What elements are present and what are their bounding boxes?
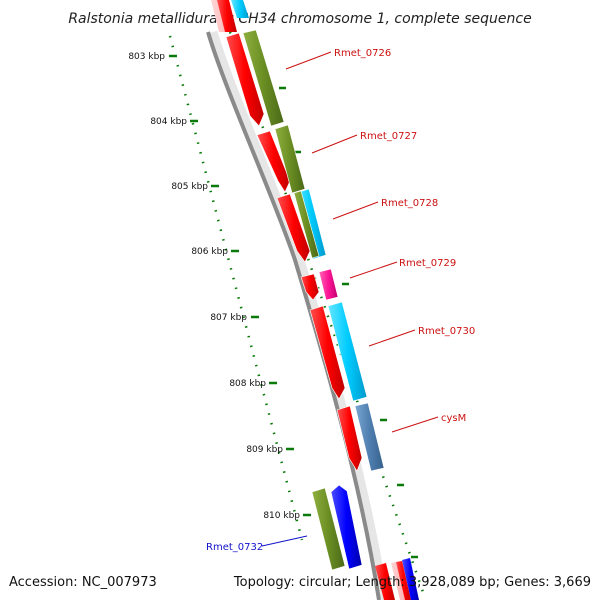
ruler-labels: 803 kbp 804 kbp 805 kbp 806 kbp 807 kbp … bbox=[128, 52, 300, 521]
ruler-label-806: 806 kbp bbox=[191, 247, 228, 257]
gene-label-rmet-0729[interactable]: Rmet_0729 bbox=[399, 258, 456, 269]
ruler-label-808: 808 kbp bbox=[229, 379, 266, 389]
gene-rmet-0732[interactable] bbox=[311, 484, 363, 571]
ruler-label-804: 804 kbp bbox=[150, 117, 187, 127]
gene-rmet-0727-red-arrow bbox=[256, 130, 291, 193]
gene-rmet-0730[interactable] bbox=[309, 301, 368, 402]
gene-rmet-0728[interactable] bbox=[276, 188, 327, 263]
gene-cysm-red-arrow bbox=[336, 405, 363, 472]
gene-label-rmet-0728[interactable]: Rmet_0728 bbox=[381, 198, 438, 209]
gene-rmet-0729-red-arrow bbox=[300, 273, 320, 301]
gene-rmet-0728-red-arrow bbox=[276, 193, 311, 263]
gene-rmet-0732-olive-bar bbox=[311, 487, 346, 571]
gene-rmet-0727-olive-bar bbox=[274, 124, 306, 194]
gene-cysm-steel-bar bbox=[354, 402, 385, 472]
gene-labels: Rmet_0726 Rmet_0727 Rmet_0728 Rmet_0729 … bbox=[206, 48, 475, 553]
leader-rmet-0732 bbox=[261, 535, 308, 547]
leader-rmet-0730 bbox=[368, 329, 416, 347]
gene-label-rmet-0732[interactable]: Rmet_0732 bbox=[206, 542, 263, 553]
leader-rmet-0726 bbox=[285, 51, 332, 70]
leader-cysm bbox=[391, 416, 439, 433]
gene-rmet-0726-olive-bar bbox=[242, 29, 285, 127]
leader-rmet-0729 bbox=[349, 261, 398, 279]
gene-rmet-0730-cyan-bar bbox=[327, 301, 368, 402]
gene-rmet-0732-blue-arrow bbox=[330, 484, 363, 570]
gene-rmet-0726-red-arrow bbox=[225, 32, 265, 127]
gene-rmet-0727[interactable] bbox=[256, 124, 306, 194]
gene-label-rmet-0727[interactable]: Rmet_0727 bbox=[360, 131, 417, 142]
ruler-label-810: 810 kbp bbox=[263, 511, 300, 521]
leader-rmet-0728 bbox=[332, 201, 379, 220]
inner-ruler bbox=[168, 35, 311, 541]
backbone bbox=[206, 30, 389, 600]
gene-rmet-0726[interactable] bbox=[225, 29, 285, 127]
map-title: Ralstonia metallidurans CH34 chromosome … bbox=[68, 11, 531, 27]
gene-rmet-0730-red-arrow bbox=[309, 305, 346, 400]
gene-label-cysm[interactable]: cysM bbox=[441, 413, 466, 424]
ruler-label-809: 809 kbp bbox=[246, 445, 283, 455]
ruler-label-807: 807 kbp bbox=[210, 313, 247, 323]
accession-text: Accession: NC_007973 bbox=[9, 575, 157, 590]
genome-stats-text: Topology: circular; Length: 3,928,089 bp… bbox=[233, 575, 591, 590]
feature-bottom-partial bbox=[375, 558, 419, 600]
feature-top-partial bbox=[211, 0, 249, 32]
gene-rmet-0729-magenta-bar bbox=[318, 268, 339, 301]
gene-rmet-0729[interactable] bbox=[300, 268, 339, 301]
ruler-label-805: 805 kbp bbox=[171, 182, 208, 192]
label-leaders bbox=[261, 51, 439, 547]
gene-label-rmet-0726[interactable]: Rmet_0726 bbox=[334, 48, 391, 59]
gene-label-rmet-0730[interactable]: Rmet_0730 bbox=[418, 326, 475, 337]
gene-rmet-0728-olive-strip bbox=[293, 190, 320, 259]
leader-rmet-0727 bbox=[311, 134, 358, 154]
gene-cysm[interactable] bbox=[336, 402, 385, 472]
ruler-label-803: 803 kbp bbox=[128, 52, 165, 62]
